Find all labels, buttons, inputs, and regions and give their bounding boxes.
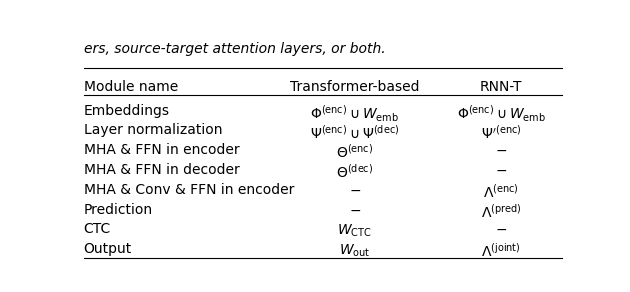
Text: $\Theta^{\mathrm{(dec)}}$: $\Theta^{\mathrm{(dec)}}$ <box>336 163 373 181</box>
Text: RNN-T: RNN-T <box>480 80 522 94</box>
Text: ers, source-target attention layers, or both.: ers, source-target attention layers, or … <box>84 42 386 56</box>
Text: Layer normalization: Layer normalization <box>84 124 222 138</box>
Text: $-$: $-$ <box>348 183 361 197</box>
Text: MHA & Conv & FFN in encoder: MHA & Conv & FFN in encoder <box>84 183 294 197</box>
Text: $\Phi^{\mathrm{(enc)}} \cup W_{\mathrm{emb}}$: $\Phi^{\mathrm{(enc)}} \cup W_{\mathrm{e… <box>310 104 399 124</box>
Text: Prediction: Prediction <box>84 203 152 217</box>
Text: Embeddings: Embeddings <box>84 104 169 118</box>
Text: Output: Output <box>84 242 132 256</box>
Text: $\Lambda^{\mathrm{(joint)}}$: $\Lambda^{\mathrm{(joint)}}$ <box>481 242 521 260</box>
Text: $W_{\mathrm{CTC}}$: $W_{\mathrm{CTC}}$ <box>337 222 372 239</box>
Text: $-$: $-$ <box>495 222 507 236</box>
Text: Transformer-based: Transformer-based <box>290 80 420 94</box>
Text: $\Psi^{\mathrm{(enc)}} \cup \Psi^{\mathrm{(dec)}}$: $\Psi^{\mathrm{(enc)}} \cup \Psi^{\mathr… <box>310 124 399 141</box>
Text: $\Theta^{\mathrm{(enc)}}$: $\Theta^{\mathrm{(enc)}}$ <box>336 143 373 161</box>
Text: $-$: $-$ <box>495 143 507 157</box>
Text: CTC: CTC <box>84 222 111 236</box>
Text: $\Lambda^{\mathrm{(enc)}}$: $\Lambda^{\mathrm{(enc)}}$ <box>483 183 519 201</box>
Text: MHA & FFN in encoder: MHA & FFN in encoder <box>84 143 239 157</box>
Text: $W_{\mathrm{out}}$: $W_{\mathrm{out}}$ <box>339 242 370 258</box>
Text: $\Phi^{\mathrm{(enc)}} \cup W_{\mathrm{emb}}$: $\Phi^{\mathrm{(enc)}} \cup W_{\mathrm{e… <box>457 104 546 124</box>
Text: $-$: $-$ <box>348 203 361 217</box>
Text: MHA & FFN in decoder: MHA & FFN in decoder <box>84 163 239 177</box>
Text: $\Lambda^{\mathrm{(pred)}}$: $\Lambda^{\mathrm{(pred)}}$ <box>481 203 522 220</box>
Text: $-$: $-$ <box>495 163 507 177</box>
Text: $\Psi'^{\mathrm{(enc)}}$: $\Psi'^{\mathrm{(enc)}}$ <box>481 124 521 141</box>
Text: Module name: Module name <box>84 80 178 94</box>
